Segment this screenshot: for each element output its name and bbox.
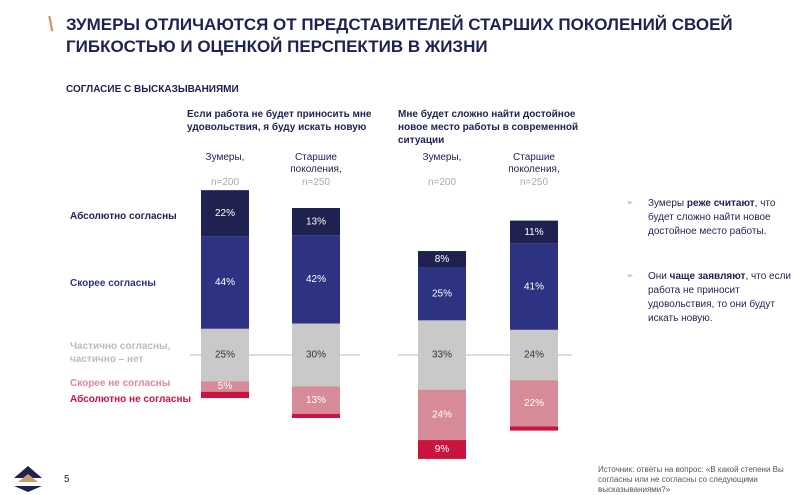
value-label: 5% bbox=[218, 381, 233, 392]
legend-label: Абсолютно согласны bbox=[70, 211, 177, 222]
decor: \ bbox=[48, 14, 54, 36]
value-label: 25% bbox=[432, 289, 452, 300]
sample-size: n=250 bbox=[519, 177, 549, 188]
bar-segment bbox=[510, 426, 558, 431]
bar-segment bbox=[292, 208, 340, 236]
note-text: , что будет сложно найти новое достойное… bbox=[648, 198, 776, 237]
value-label: 24% bbox=[432, 409, 452, 420]
bar-segment bbox=[201, 236, 249, 329]
group-title: Мне будет сложно найти достойное новое м… bbox=[398, 109, 579, 146]
sample-size: n=200 bbox=[427, 177, 457, 188]
sample-size: n=200 bbox=[210, 177, 240, 188]
page-number: 5 bbox=[64, 474, 70, 485]
legend-label: Скорее не согласны bbox=[70, 378, 171, 389]
bar-segment bbox=[201, 381, 249, 392]
value-label: 9% bbox=[435, 444, 450, 455]
group-title: Если работа не будет приносить мне удово… bbox=[187, 109, 372, 133]
bullet: ➢ bbox=[627, 198, 634, 207]
value-label: 13% bbox=[306, 395, 326, 406]
note: Они чаще заявляют, что если работа не пр… bbox=[648, 270, 798, 326]
bar-segment bbox=[201, 391, 249, 399]
value-label: 44% bbox=[215, 277, 235, 288]
title: ЗУМЕРЫ ОТЛИЧАЮТСЯ ОТ ПРЕДСТАВИТЕЛЕЙ СТАР… bbox=[66, 15, 733, 56]
bar-segment bbox=[292, 386, 340, 414]
value-label: 42% bbox=[306, 274, 326, 285]
value-label: 41% bbox=[524, 281, 544, 292]
value-label: 33% bbox=[432, 350, 452, 361]
note-text: Зумеры bbox=[648, 198, 687, 209]
value-label: 13% bbox=[306, 216, 326, 227]
note-text: реже считают bbox=[686, 198, 755, 209]
category-label: Старшие поколения, bbox=[508, 152, 560, 175]
bullet: ➢ bbox=[627, 271, 634, 280]
category-label: Старшие поколения, bbox=[290, 152, 342, 175]
bar-segment bbox=[510, 329, 558, 381]
logo bbox=[14, 466, 42, 492]
bar-segment bbox=[201, 190, 249, 237]
sample-size: n=250 bbox=[301, 177, 331, 188]
legend-label: Скорее согласны bbox=[70, 278, 156, 289]
value-label: 22% bbox=[215, 208, 235, 219]
bar-segment bbox=[510, 243, 558, 330]
bar-segment bbox=[292, 413, 340, 418]
bar-segment bbox=[292, 235, 340, 324]
subtitle: СОГЛАСИЕ С ВЫСКАЗЫВАНИЯМИ bbox=[66, 84, 239, 95]
bar-segment bbox=[510, 220, 558, 244]
legend-label: Абсолютно не согласны bbox=[70, 394, 192, 405]
value-label: 24% bbox=[524, 350, 544, 361]
bar-segment bbox=[418, 251, 466, 268]
source: Источник: ответы на вопрос: «В какой сте… bbox=[598, 465, 784, 494]
category-label: Зумеры, bbox=[422, 152, 462, 163]
note-text: , что если работа не приносит удовольств… bbox=[648, 271, 792, 324]
bar-segment bbox=[510, 380, 558, 427]
value-label: 8% bbox=[435, 254, 450, 265]
value-label: 30% bbox=[306, 350, 326, 361]
bar-segment bbox=[418, 440, 466, 459]
bar-segment bbox=[418, 389, 466, 441]
legend-label: Частично согласны, частично – нет bbox=[70, 341, 171, 365]
note-text: Они bbox=[648, 271, 670, 282]
value-label: 22% bbox=[524, 398, 544, 409]
bar-segment bbox=[201, 328, 249, 382]
value-label: 25% bbox=[215, 350, 235, 361]
note: Зумеры реже считают, что будет сложно на… bbox=[648, 197, 798, 239]
category-label: Зумеры, bbox=[205, 152, 245, 163]
bar-segment bbox=[292, 323, 340, 387]
bar-segment bbox=[418, 320, 466, 390]
bar-segment bbox=[418, 267, 466, 321]
note-text: чаще заявляют bbox=[669, 271, 746, 282]
value-label: 11% bbox=[524, 227, 543, 238]
